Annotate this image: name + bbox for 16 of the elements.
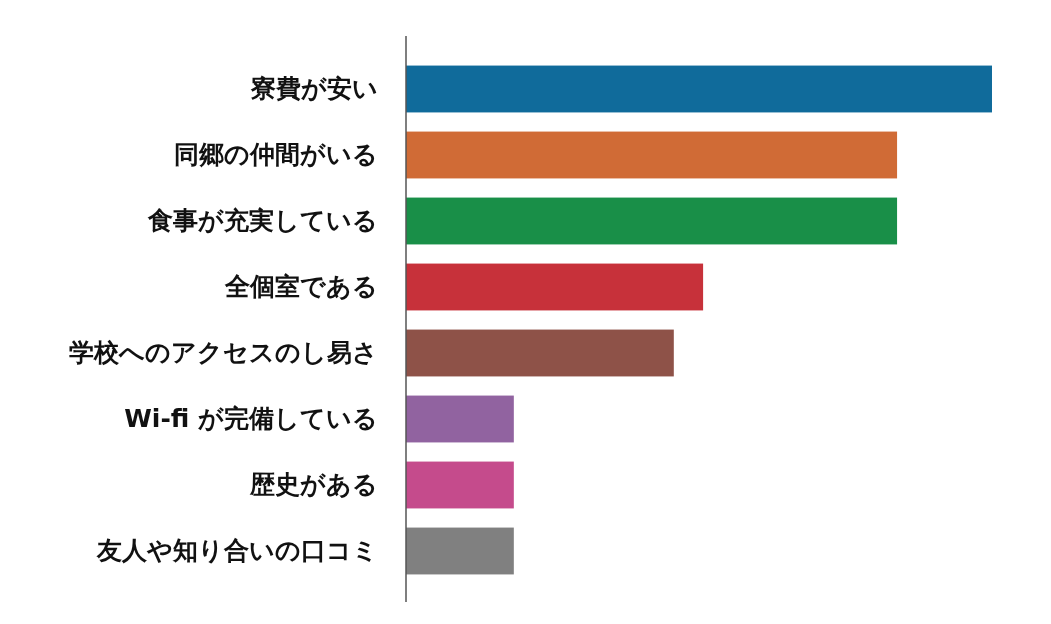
y-tick-label: 寮費が安い (250, 74, 378, 103)
bar (406, 527, 514, 575)
y-tick-label: 学校へのアクセスのし易さ (69, 338, 378, 367)
y-tick-label: Wi-fi が完備している (124, 404, 378, 433)
y-tick-label: 同郷の仲間がいる (174, 140, 378, 169)
y-tick-label: 食事が充実している (147, 206, 378, 235)
bar (406, 263, 704, 311)
bar (406, 65, 992, 113)
bar (406, 461, 514, 509)
bar (406, 197, 898, 245)
bar (406, 329, 674, 377)
y-tick-label: 歴史がある (249, 470, 378, 499)
y-tick-label: 友人や知り合いの口コミ (96, 536, 378, 565)
y-tick-label: 全個室である (224, 272, 378, 301)
bar (406, 395, 514, 443)
bar (406, 131, 898, 179)
